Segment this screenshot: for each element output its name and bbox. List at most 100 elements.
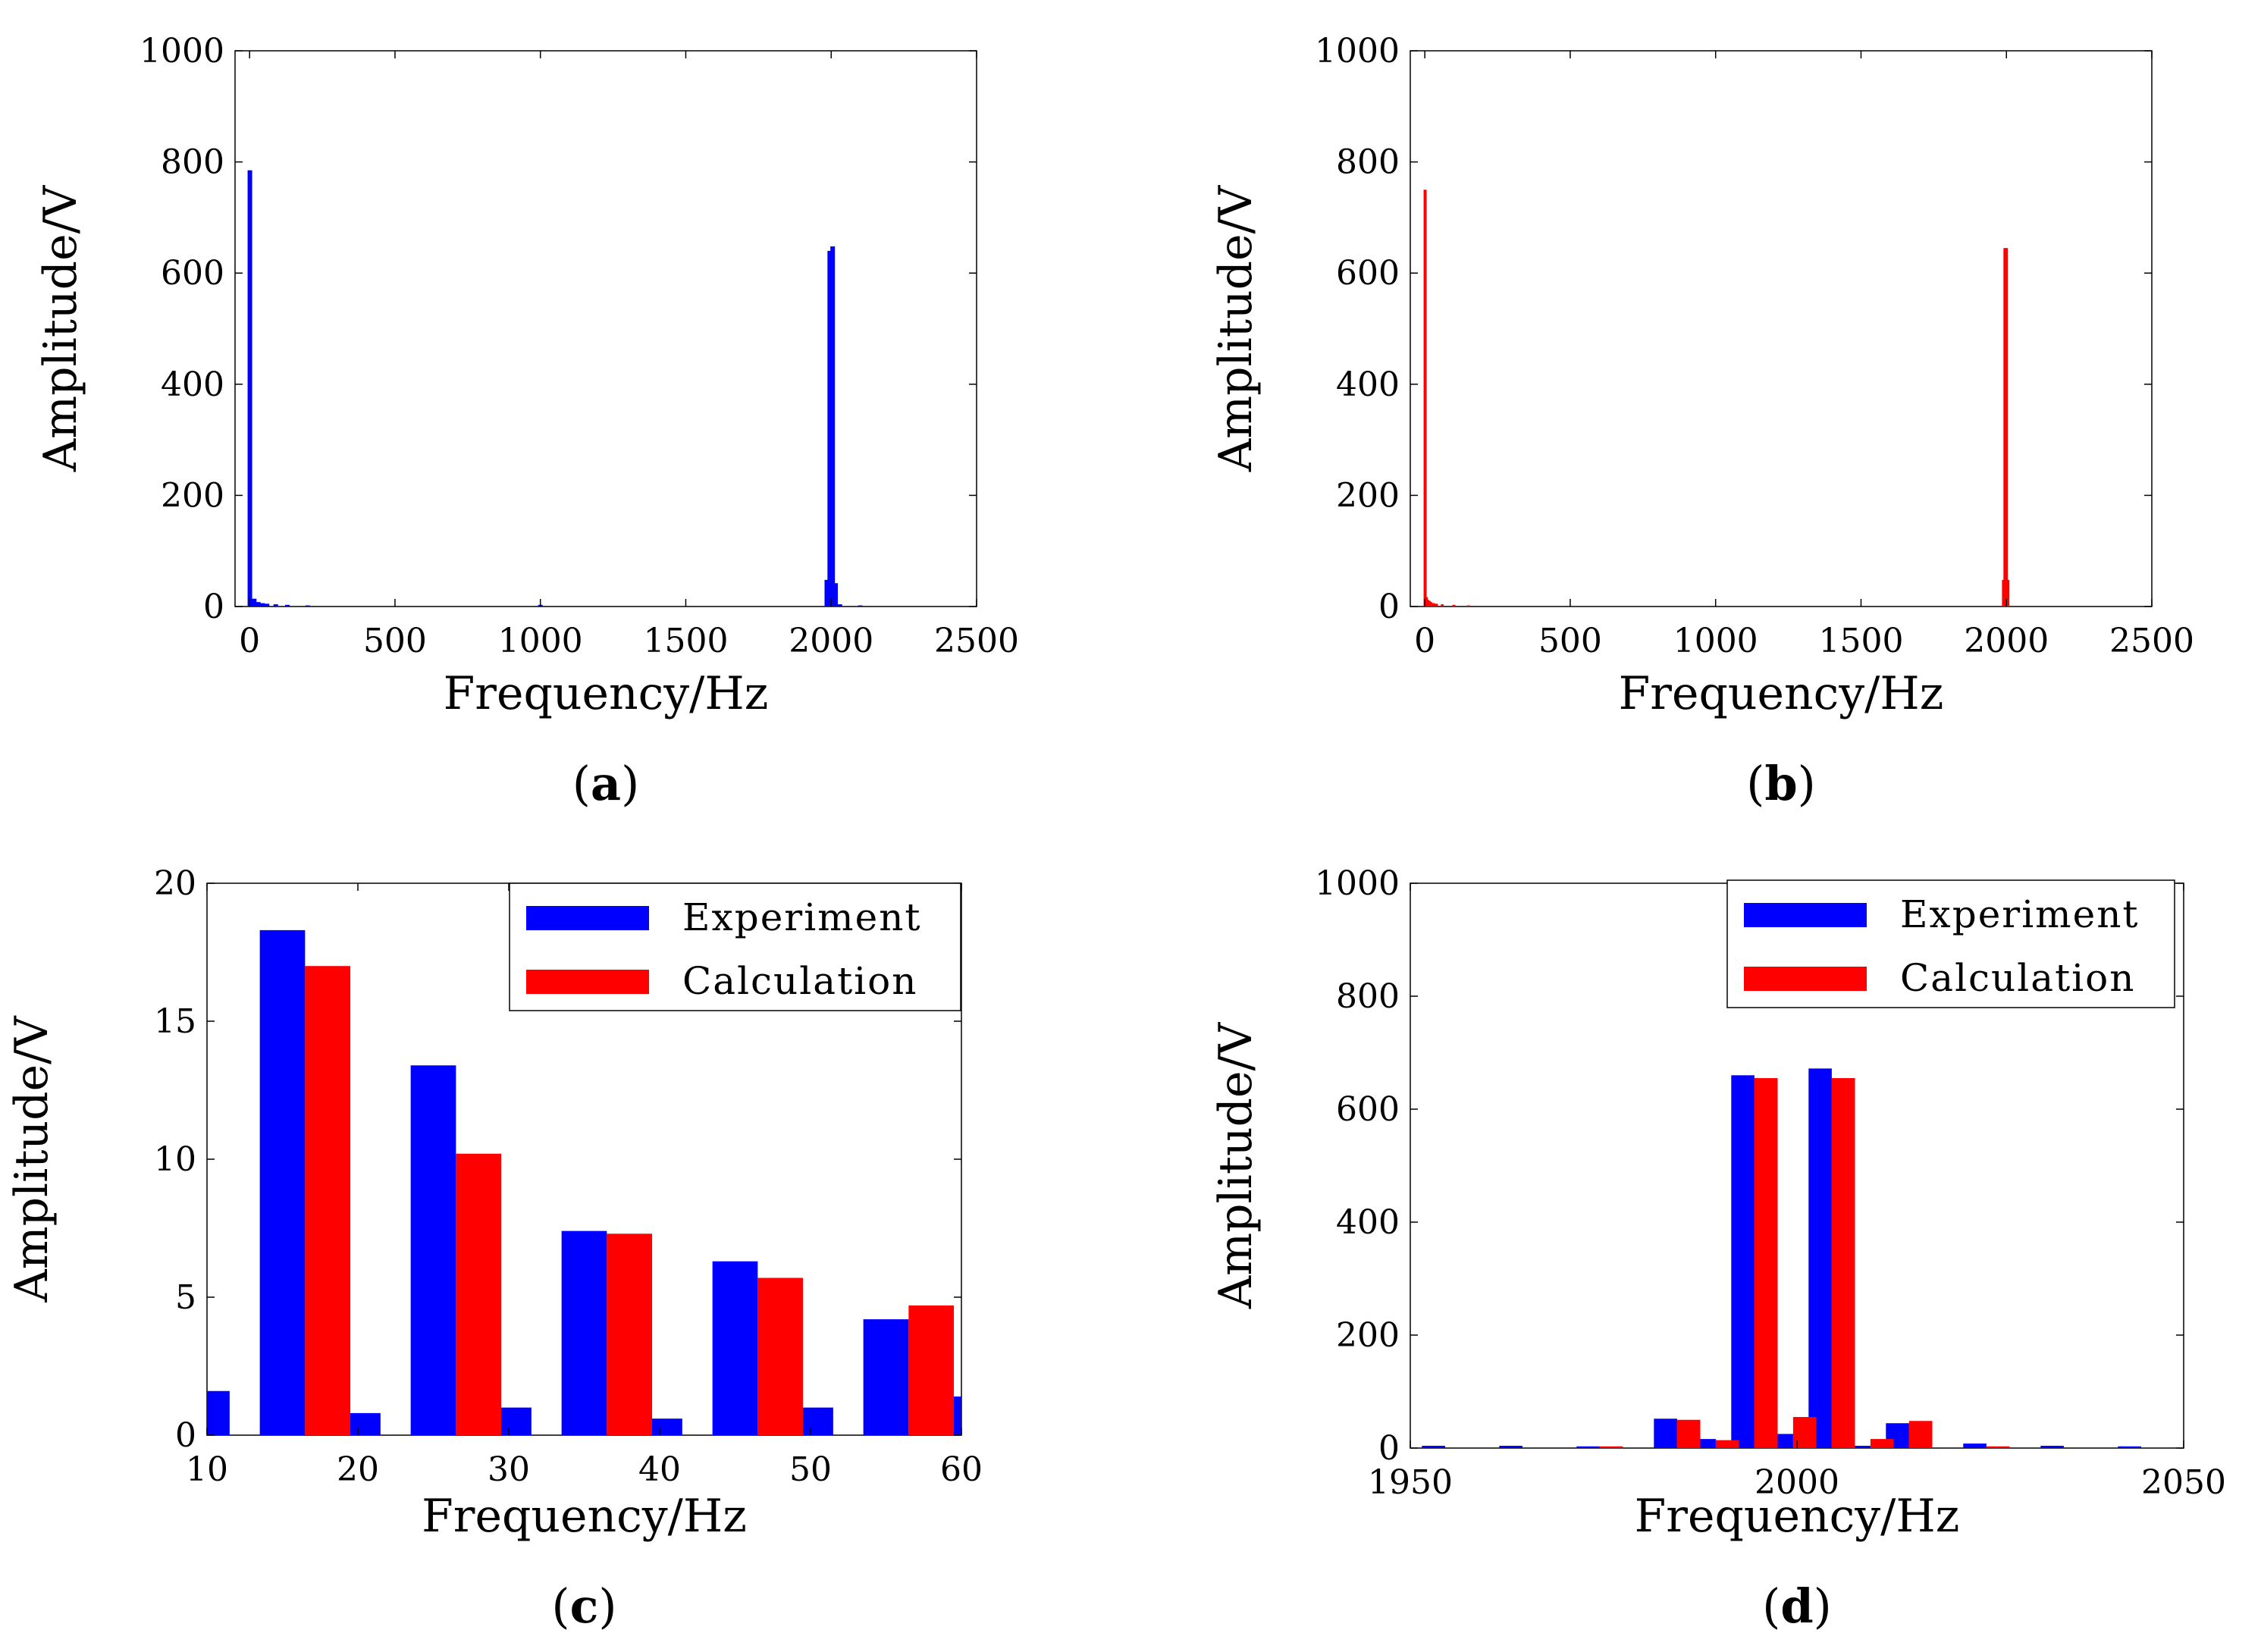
y-axis-label: Amplitude/V	[1209, 1021, 1262, 1309]
bar-a-12	[833, 583, 838, 607]
bar-a-7	[305, 605, 310, 607]
bar-d-calculation-8	[1986, 1446, 2010, 1448]
legend-label-calculation: Calculation	[1900, 956, 2135, 1000]
chart-c: 0 5 10 15 20 10 20 30 40 50 60 Frequency/Hz Amplitud…	[5, 864, 983, 1634]
bar-a-0	[247, 170, 252, 607]
caption-paren-open: (	[1762, 1578, 1780, 1634]
bar-c-experiment-3	[410, 1065, 456, 1435]
y-tick-label: 0	[203, 588, 224, 626]
legend-label-calculation: Calculation	[682, 959, 917, 1003]
bar-d-experiment-5	[1731, 1075, 1755, 1448]
legend-swatch-calculation	[526, 970, 649, 994]
legend-swatch-calculation	[1744, 967, 1867, 991]
bar-d-experiment-7	[1808, 1068, 1832, 1448]
bar-a-2	[256, 602, 261, 607]
y-tick-label: 800	[161, 143, 224, 182]
bar-d-experiment-2	[1576, 1446, 1600, 1448]
y-axis-label: Amplitude/V	[5, 1015, 58, 1303]
bar-d-experiment-12	[2118, 1446, 2141, 1448]
x-tick-label: 1500	[643, 622, 728, 660]
x-tick-label: 2500	[934, 622, 1019, 660]
panel-caption: (a)	[572, 756, 640, 811]
bar-b-8	[1452, 604, 1456, 607]
x-tick-label: 20	[337, 1450, 379, 1489]
y-tick-label: 400	[1336, 1203, 1400, 1242]
y-tick-label: 0	[1378, 1429, 1400, 1468]
x-tick-label: 2000	[789, 622, 873, 660]
caption-letter: b	[1764, 756, 1797, 811]
panel-caption: (c)	[551, 1578, 616, 1634]
bar-c-experiment-5	[561, 1230, 607, 1435]
caption-letter: d	[1780, 1578, 1813, 1634]
x-tick-label: 2000	[1755, 1463, 1839, 1502]
bar-c-experiment-0	[207, 1390, 230, 1435]
bar-a-1	[252, 598, 257, 607]
bar-a-14	[858, 605, 863, 607]
y-tick-label: 1000	[140, 32, 224, 71]
caption-letter: a	[591, 756, 621, 811]
legend-label-experiment: Experiment	[1900, 892, 2139, 936]
y-tick-label: 400	[161, 365, 224, 404]
bar-d-experiment-11	[2040, 1446, 2064, 1448]
bar-c-experiment-1	[259, 929, 306, 1435]
y-tick-label: 0	[1378, 588, 1400, 626]
bar-c-experiment-9	[863, 1319, 909, 1435]
legend-c: Experiment Calculation	[509, 882, 961, 1011]
y-tick-label: 200	[161, 476, 224, 515]
x-axis-label: Frequency/Hz	[1619, 667, 1944, 720]
bar-d-experiment-4	[1692, 1439, 1716, 1448]
y-tick-label: 1000	[1315, 864, 1400, 903]
y-tick-label: 800	[1336, 143, 1400, 182]
axes-frame-b	[1410, 50, 2153, 607]
x-tick-label: 0	[239, 622, 260, 660]
bar-c-calculation-4	[908, 1305, 955, 1435]
bar-a-9	[824, 579, 829, 607]
caption-paren-close: )	[621, 756, 639, 811]
bar-a-13	[837, 604, 842, 607]
caption-paren-open: (	[1746, 756, 1764, 811]
y-tick-label: 200	[1336, 476, 1400, 515]
bar-d-calculation-7	[1908, 1421, 1933, 1448]
bar-b-7	[1441, 604, 1444, 607]
bar-a-3	[260, 603, 265, 607]
caption-paren-close: )	[1798, 756, 1816, 811]
bar-c-experiment-7	[712, 1261, 758, 1435]
x-tick-label: 10	[186, 1450, 228, 1489]
legend-swatch-experiment	[526, 906, 649, 930]
x-axis-label: Frequency/Hz	[1635, 1490, 1960, 1543]
y-tick-label: 600	[1336, 254, 1400, 293]
y-axis-label: Amplitude/V	[1209, 184, 1262, 472]
legend-swatch-experiment	[1744, 903, 1867, 927]
x-tick-label: 40	[638, 1450, 681, 1489]
bar-b-4	[1428, 602, 1432, 607]
bar-a-4	[265, 603, 270, 607]
y-tick-label: 200	[1336, 1316, 1400, 1355]
bar-d-experiment-1	[1499, 1446, 1522, 1448]
y-tick-label: 1000	[1315, 32, 1400, 71]
bar-d-calculation-1	[1676, 1419, 1701, 1448]
caption-paren-close: )	[598, 1578, 616, 1634]
bar-d-experiment-3	[1654, 1418, 1677, 1448]
x-tick-label: 1950	[1368, 1463, 1453, 1502]
bar-d-experiment-0	[1422, 1446, 1445, 1448]
x-axis-label: Frequency/Hz	[422, 1490, 747, 1543]
bar-a-6	[285, 604, 290, 607]
caption-paren-close: )	[1814, 1578, 1832, 1634]
bar-d-calculation-6	[1870, 1439, 1894, 1448]
bar-d-calculation-2	[1715, 1440, 1739, 1448]
bar-c-calculation-2	[607, 1234, 653, 1435]
y-tick-label: 0	[175, 1416, 196, 1455]
bar-b-12	[2005, 248, 2009, 607]
legend-d: Experiment Calculation	[1726, 879, 2175, 1008]
y-tick-label: 600	[161, 254, 224, 293]
legend-label-experiment: Experiment	[682, 895, 921, 939]
y-tick-label: 800	[1336, 977, 1400, 1016]
x-tick-label: 1000	[1673, 622, 1758, 660]
panel-caption: (d)	[1762, 1578, 1832, 1634]
x-axis-label: Frequency/Hz	[444, 667, 769, 720]
chart-d: 0 200 400 600 800 1000 1950 2000 2050 Frequency/H…	[1209, 864, 2226, 1634]
bar-c-calculation-1	[456, 1153, 502, 1435]
bar-b-5	[1432, 603, 1435, 607]
bar-d-calculation-3	[1754, 1078, 1778, 1448]
x-tick-label: 500	[363, 622, 427, 660]
